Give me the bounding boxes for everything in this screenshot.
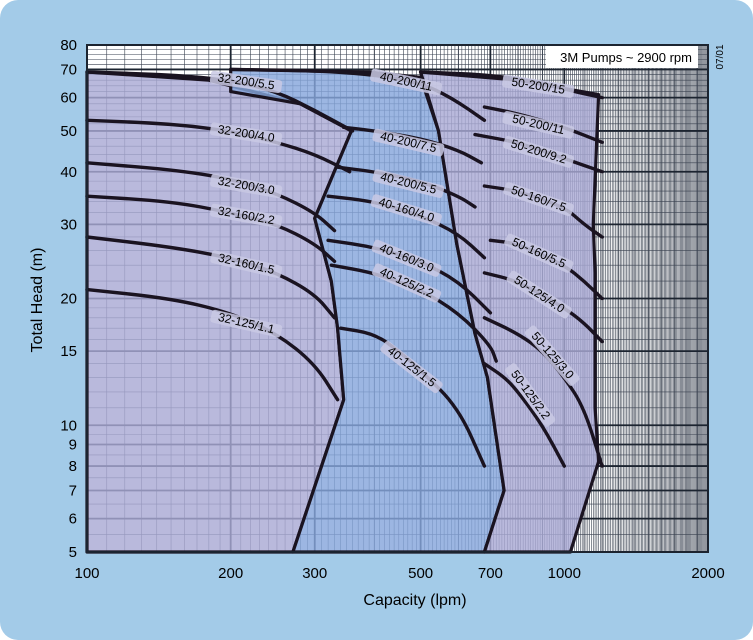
curve-label-bg (502, 74, 575, 98)
curve-label-bg (504, 363, 556, 427)
y-tick-label: 30 (60, 216, 77, 233)
x-tick-label: 200 (218, 565, 243, 582)
x-tick-label: 500 (408, 565, 433, 582)
x-tick-label: 700 (478, 565, 503, 582)
y-tick-label: 60 (60, 90, 77, 107)
curve-label-bg (370, 68, 443, 96)
curve-label-bg (209, 122, 283, 146)
curve-label-bg (524, 325, 580, 386)
curve-label-bg (370, 194, 442, 227)
curve-label-bg (380, 340, 443, 394)
y-tick-label: 9 (69, 437, 77, 454)
curve-label-bg (504, 233, 574, 273)
curve-label-bg (372, 263, 442, 303)
y-tick-label: 50 (60, 123, 77, 140)
y-tick-label: 6 (69, 511, 77, 528)
y-tick-label: 70 (60, 61, 77, 78)
curve-label-bg (502, 135, 575, 168)
curve-label-bg (502, 111, 575, 139)
revision-date: 07/01 (715, 44, 726, 69)
y-tick-label: 10 (60, 417, 77, 434)
curve-label-bg (209, 70, 283, 93)
curve-label-bg (372, 128, 445, 157)
x-tick-label: 300 (302, 565, 327, 582)
plot-border (86, 44, 709, 553)
curve-50-125/2.2 (482, 362, 566, 468)
curve-label-bg (371, 239, 442, 277)
y-tick-label: 15 (60, 343, 77, 360)
y-tick-label: 80 (60, 37, 77, 54)
curve-label-bg (503, 182, 574, 217)
y-axis-title: Total Head (m) (29, 248, 46, 353)
y-tick-label: 40 (60, 164, 77, 181)
x-tick-label: 100 (74, 565, 99, 582)
y-tick-label: 20 (60, 291, 77, 308)
curve-label-bg (210, 309, 283, 338)
x-tick-label: 2000 (691, 565, 724, 582)
y-tick-label: 5 (69, 544, 77, 561)
curve-label-bg (372, 169, 445, 198)
y-tick-label: 7 (69, 482, 77, 499)
x-tick-labels: 100 200 300 500 700 1000 2000 (74, 565, 724, 582)
y-tick-label: 8 (69, 458, 77, 475)
curve-label-bg (210, 173, 283, 199)
y-tick-labels: 5 6 7 8 9 10 15 20 30 40 50 60 70 80 (60, 37, 77, 561)
curve-label-bg (210, 250, 283, 279)
x-axis-title: Capacity (lpm) (363, 592, 466, 609)
curve-label-bg (506, 270, 572, 319)
chart-title: 3M Pumps ~ 2900 rpm (560, 50, 692, 65)
x-tick-label: 1000 (548, 565, 581, 582)
title-box (546, 46, 698, 68)
curve-label-bg (210, 203, 283, 229)
